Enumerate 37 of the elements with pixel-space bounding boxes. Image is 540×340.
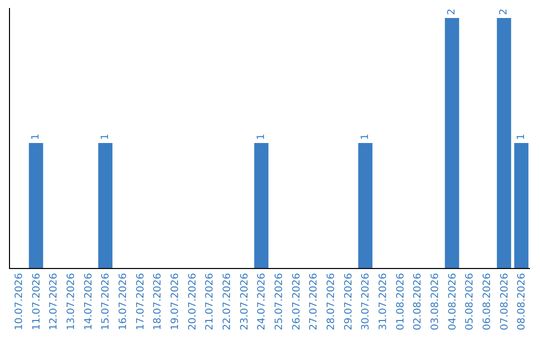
x-tick-label: 30.07.2026 — [360, 273, 372, 330]
x-tick-label: 04.08.2026 — [447, 273, 458, 330]
data-label: 2 — [446, 8, 458, 15]
x-tick-label: 11.07.2026 — [31, 273, 42, 330]
data-label: 1 — [256, 134, 267, 140]
x-tick-label: 06.08.2026 — [482, 273, 493, 330]
x-tick-label: 29.07.2026 — [343, 273, 354, 330]
x-tick-label: 22.07.2026 — [222, 273, 233, 330]
x-tick-label: 15.07.2026 — [100, 273, 112, 330]
x-tick-label: 01.08.2026 — [395, 273, 406, 330]
x-tick-label: 25.07.2026 — [274, 273, 285, 330]
x-tick-label: 12.07.2026 — [48, 273, 60, 330]
x-tick-label: 02.08.2026 — [412, 273, 424, 330]
x-tick-label: 17.07.2026 — [135, 273, 146, 330]
x-tick-label: 05.08.2026 — [464, 273, 476, 330]
data-label: 2 — [498, 8, 510, 15]
x-tick-label: 26.07.2026 — [291, 273, 302, 330]
x-tick-label: 16.07.2026 — [118, 273, 129, 330]
x-tick-label: 03.08.2026 — [430, 273, 441, 330]
x-tick-label: 14.07.2026 — [83, 273, 94, 330]
x-tick-label: 18.07.2026 — [152, 273, 164, 330]
data-label: 1 — [516, 134, 527, 140]
data-label: 1 — [360, 134, 371, 140]
data-label: 1 — [100, 134, 111, 140]
data-label: 1 — [30, 134, 42, 140]
x-tick-label: 28.07.2026 — [326, 273, 337, 330]
x-tick-label: 08.08.2026 — [516, 273, 528, 330]
x-tick-label: 23.07.2026 — [239, 273, 250, 330]
x-tick-label: 13.07.2026 — [66, 273, 77, 330]
x-tick-label: 27.07.2026 — [308, 273, 320, 330]
x-tick-label: 10.07.2026 — [14, 273, 25, 330]
x-tick-label: 31.07.2026 — [378, 273, 389, 330]
x-tick-label: 21.07.2026 — [204, 273, 216, 330]
x-tick-label: 19.07.2026 — [170, 273, 181, 330]
x-tick-label: 20.07.2026 — [187, 273, 198, 330]
x-tick-label: 24.07.2026 — [256, 273, 268, 330]
x-tick-label: 07.08.2026 — [499, 273, 510, 330]
